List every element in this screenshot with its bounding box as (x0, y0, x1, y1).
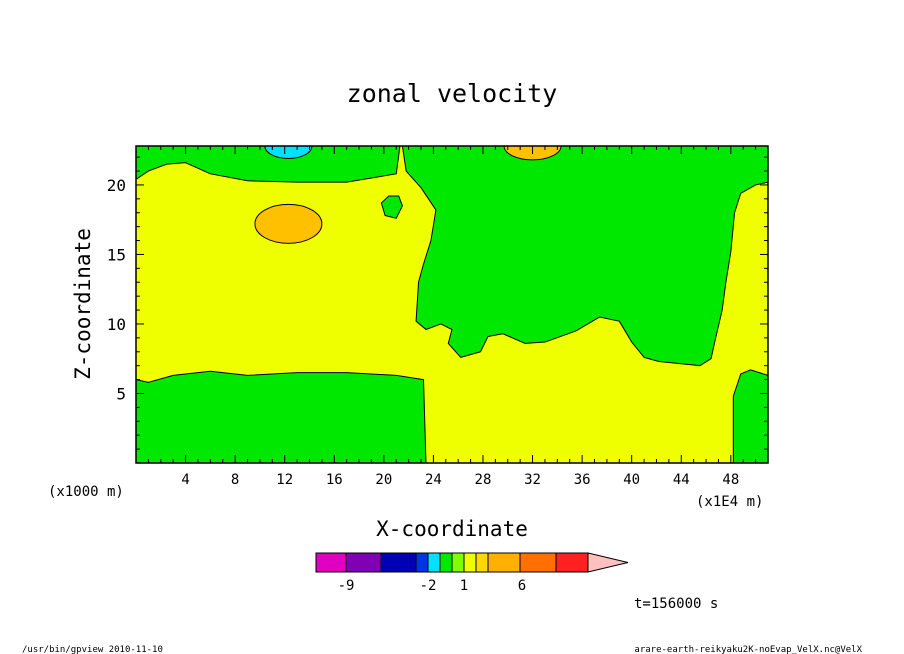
plot-area (136, 146, 768, 463)
colorbar-tick-label: 1 (460, 578, 468, 594)
contour-region-orange-6 (254, 203, 323, 244)
colorbar-segment (463, 552, 477, 573)
colorbar-segment (415, 552, 429, 573)
contour-region-green-3 (401, 146, 768, 367)
x-axis-unit: (x1E4 m) (696, 494, 763, 510)
contour-region-green-2 (136, 370, 427, 463)
colorbar-tick-label: -2 (420, 578, 437, 594)
contour-regions (136, 146, 768, 463)
x-tick-label: 12 (276, 472, 293, 488)
y-axis-title: Z-coordinate (71, 228, 95, 380)
contour-region-green-5 (380, 195, 403, 219)
x-tick-label: 8 (231, 472, 239, 488)
x-tick-label: 32 (524, 472, 541, 488)
colorbar-tick-labels: -9 -2 1 6 (338, 578, 527, 594)
time-annotation: t=156000 s (634, 596, 718, 612)
x-tick-label: 24 (425, 472, 442, 488)
colorbar-arrow (587, 552, 629, 573)
y-tick-label: 5 (116, 384, 126, 403)
y-tick-label: 20 (107, 176, 126, 195)
y-axis-unit: (x1000 m) (48, 484, 124, 500)
colorbar-segment (451, 552, 465, 573)
colorbar-segment (345, 552, 382, 573)
footer-left: /usr/bin/gpview 2010-11-10 (22, 645, 163, 654)
x-axis-ticks: 4 8 12 16 20 24 28 32 36 40 44 48 (147, 146, 757, 488)
colorbar-segment (475, 552, 489, 573)
colorbar-segment (519, 552, 557, 573)
colorbar-segment (439, 552, 453, 573)
x-tick-label: 40 (623, 472, 640, 488)
contour-region-green-1 (136, 146, 401, 183)
y-tick-label: 10 (107, 315, 126, 334)
chart-title: zonal velocity (347, 79, 558, 108)
colorbar-tick-label: -9 (338, 578, 355, 594)
x-tick-label: 20 (375, 472, 392, 488)
footer-right: arare-earth-reikyaku2K-noEvap_VelX.nc@Ve… (634, 645, 862, 654)
x-tick-label: 36 (574, 472, 591, 488)
x-tick-label: 44 (673, 472, 690, 488)
plot-frame (135, 145, 769, 464)
x-tick-label: 28 (475, 472, 492, 488)
y-tick-label: 15 (107, 245, 126, 264)
colorbar-tick-label: 6 (518, 578, 526, 594)
contour-region-green-4 (732, 369, 768, 463)
colorbar-segment (380, 552, 417, 573)
colorbar-segment (555, 552, 589, 573)
x-tick-label: 48 (722, 472, 739, 488)
x-axis-title: X-coordinate (376, 517, 528, 541)
colorbar-segment (427, 552, 441, 573)
y-axis-ticks: 5 10 15 20 (107, 156, 768, 450)
colorbar-segment (315, 552, 347, 573)
colorbar-segment (487, 552, 521, 573)
x-tick-label: 16 (326, 472, 343, 488)
colorbar (315, 552, 629, 573)
x-tick-label: 4 (181, 472, 189, 488)
